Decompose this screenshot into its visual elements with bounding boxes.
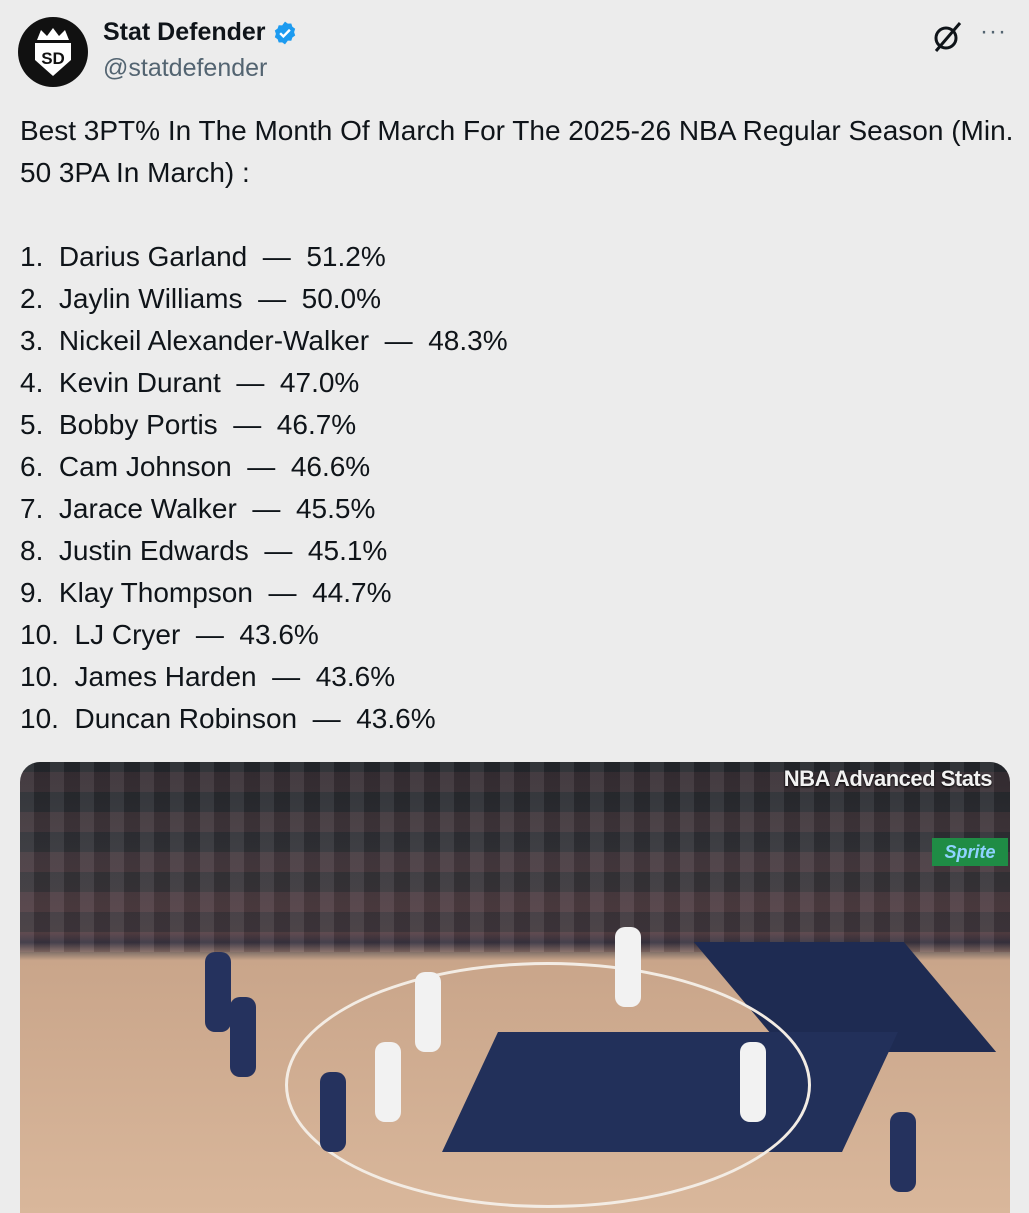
ranking-item: 10. LJ Cryer — 43.6% (20, 614, 1020, 656)
player (320, 1072, 346, 1152)
player-name: Klay Thompson (58, 577, 253, 608)
player (375, 1042, 401, 1122)
three-pt-pct: 45.5% (295, 493, 376, 524)
rankings-list: 1. Darius Garland — 51.2% 2. Jaylin Willi… (20, 236, 1020, 740)
player-name: Bobby Portis (58, 409, 218, 440)
ranking-item: 7. Jarace Walker — 45.5% (20, 488, 1020, 530)
watermark: NBA Advanced Stats (783, 766, 993, 791)
tweet-text: Best 3PT% In The Month Of March For The … (20, 110, 1020, 740)
player-name: Kevin Durant (58, 367, 221, 398)
sprite-sign: Sprite (932, 838, 1008, 866)
ranking-item: 1. Darius Garland — 51.2% (20, 236, 1020, 278)
separator: — (312, 703, 341, 734)
ranking-item: 2. Jaylin Williams — 50.0% (20, 278, 1020, 320)
svg-text:SD: SD (41, 49, 65, 68)
tweet-media-image[interactable]: Sprite NBA Advanced Stats (20, 762, 1010, 1213)
rank: 10. (20, 661, 59, 692)
player (890, 1112, 916, 1192)
player-name: Justin Edwards (58, 535, 249, 566)
rank: 3. (20, 325, 44, 356)
rank: 7. (20, 493, 44, 524)
ranking-item: 3. Nickeil Alexander-Walker — 48.3% (20, 320, 1020, 362)
author-row: Stat Defender (103, 18, 298, 47)
player-name: LJ Cryer (74, 619, 181, 650)
three-pt-pct: 44.7% (312, 577, 392, 608)
player-name: James Harden (74, 661, 257, 692)
three-pt-pct: 48.3% (428, 325, 508, 356)
rank: 10. (20, 703, 59, 734)
three-pt-pct: 47.0% (279, 367, 360, 398)
separator: — (236, 367, 265, 398)
player (230, 997, 256, 1077)
player-name: Darius Garland (58, 241, 248, 272)
ranking-item: 4. Kevin Durant — 47.0% (20, 362, 1020, 404)
player (615, 927, 641, 1007)
player (205, 952, 231, 1032)
sd-crown-logo-icon: SD (35, 28, 71, 76)
three-pt-pct: 46.6% (290, 451, 371, 482)
author-handle[interactable]: @statdefender (103, 54, 268, 82)
separator: — (247, 451, 276, 482)
player-name: Cam Johnson (58, 451, 232, 482)
separator: — (268, 577, 297, 608)
ranking-item: 9. Klay Thompson — 44.7% (20, 572, 1020, 614)
separator: — (262, 241, 291, 272)
player-name: Nickeil Alexander-Walker (58, 325, 370, 356)
player-name: Duncan Robinson (74, 703, 298, 734)
three-pt-pct: 45.1% (307, 535, 388, 566)
separator: — (384, 325, 413, 356)
rank: 6. (20, 451, 44, 482)
separator: — (252, 493, 281, 524)
three-pt-pct: 43.6% (356, 703, 436, 734)
player (740, 1042, 766, 1122)
more-options-button[interactable]: ··· (980, 18, 1007, 45)
three-pt-pct: 50.0% (301, 283, 382, 314)
rank: 10. (20, 619, 59, 650)
rank: 2. (20, 283, 44, 314)
separator: — (195, 619, 224, 650)
player-name: Jaylin Williams (58, 283, 243, 314)
three-pt-pct: 51.2% (306, 241, 386, 272)
ranking-item: 10. James Harden — 43.6% (20, 656, 1020, 698)
rank: 1. (20, 241, 44, 272)
rank: 8. (20, 535, 44, 566)
tweet-headline: Best 3PT% In The Month Of March For The … (20, 115, 1014, 188)
three-point-arc (285, 962, 811, 1208)
ranking-item: 5. Bobby Portis — 46.7% (20, 404, 1020, 446)
three-pt-pct: 43.6% (315, 661, 396, 692)
verified-badge-icon (274, 21, 295, 44)
separator: — (264, 535, 293, 566)
ranking-item: 8. Justin Edwards — 45.1% (20, 530, 1020, 572)
ranking-item: 6. Cam Johnson — 46.6% (20, 446, 1020, 488)
player-name: Jarace Walker (58, 493, 237, 524)
ranking-item: 10. Duncan Robinson — 43.6% (20, 698, 1020, 740)
author-name[interactable]: Stat Defender (103, 18, 266, 46)
three-pt-pct: 43.6% (239, 619, 319, 650)
separator: — (258, 283, 287, 314)
rank: 4. (20, 367, 44, 398)
three-pt-pct: 46.7% (276, 409, 357, 440)
rank: 5. (20, 409, 44, 440)
grok-icon[interactable] (930, 20, 964, 54)
avatar[interactable]: SD (18, 17, 88, 87)
separator: — (272, 661, 301, 692)
player (415, 972, 441, 1052)
separator: — (233, 409, 262, 440)
crowd-background (20, 762, 1010, 952)
rank: 9. (20, 577, 44, 608)
